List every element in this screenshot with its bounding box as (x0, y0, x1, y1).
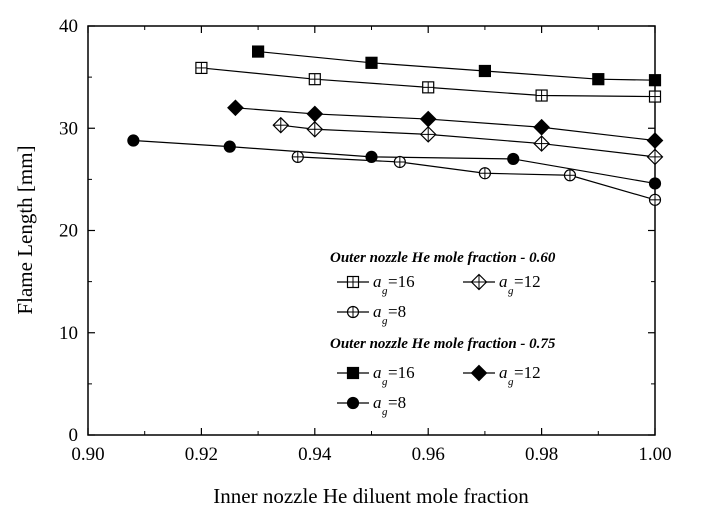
data-point-s3-p4 (648, 74, 662, 87)
plot-area-frame (87, 25, 656, 436)
legend-marker-4-shape (470, 364, 488, 382)
legend-label-subscript: g (382, 376, 388, 388)
legend-label-value: =12 (514, 272, 541, 291)
data-point-s3-p3-shape (592, 73, 605, 86)
legend-marker-0 (346, 275, 360, 289)
legend-group-title: Outer nozzle He mole fraction - 0.60 (330, 250, 556, 266)
data-point-s0-p4 (648, 90, 662, 103)
data-point-s0-p0 (195, 61, 208, 75)
data-point-s3-p3 (592, 73, 605, 86)
x-axis-title: Inner nozzle He diluent mole fraction (213, 484, 529, 508)
series-lines (133, 50, 656, 201)
legend-label-subscript: g (382, 406, 388, 418)
legend-group-title: Outer nozzle He mole fraction - 0.75 (330, 336, 556, 352)
data-point-s0-p2 (422, 81, 435, 94)
x-tick-label: 1.00 (638, 444, 671, 465)
legend-marker-1 (470, 273, 488, 291)
x-tick-label: 0.92 (185, 444, 218, 465)
legend-label-value: =8 (388, 302, 406, 321)
data-point-s1-p1 (306, 120, 324, 138)
data-point-s0-p1 (308, 73, 321, 86)
data-point-s5-p3-shape (507, 152, 520, 166)
x-tick-label: 0.96 (412, 444, 445, 465)
data-point-s4-p1 (306, 105, 324, 123)
data-point-s4-p4 (646, 132, 664, 149)
legend-marker-2 (346, 305, 360, 319)
legend-label-symbol: a (499, 272, 508, 291)
legend-label-symbol: a (373, 302, 382, 321)
data-point-s1-p2 (419, 126, 437, 143)
legend-marker-5 (346, 396, 360, 410)
series-line-2 (297, 156, 656, 201)
y-axis-title: Flame Length [mm] (13, 145, 37, 314)
y-tick-label: 30 (59, 118, 78, 139)
legend-label-subscript: g (382, 285, 388, 297)
legend-label-subscript: g (508, 285, 514, 297)
data-point-s4-p3-shape (533, 118, 550, 136)
data-point-s3-p0 (252, 45, 265, 58)
data-point-s5-p1 (223, 140, 236, 153)
data-point-s2-p1 (393, 155, 406, 169)
data-point-s3-p2 (478, 64, 491, 78)
legend-label-subscript: g (382, 315, 388, 327)
data-point-s3-p0-shape (252, 45, 265, 58)
legend-label-subscript: g (508, 376, 514, 388)
data-point-s1-p0 (272, 116, 290, 134)
data-point-s0-p3 (535, 89, 548, 102)
legend-label-symbol: a (373, 363, 382, 382)
legend-marker-3 (346, 366, 360, 380)
data-point-s5-p2 (365, 150, 378, 163)
legend-marker-3-shape (346, 366, 360, 380)
data-point-s3-p1 (365, 56, 378, 69)
y-tick-label: 40 (59, 16, 78, 37)
data-point-s1-p4 (646, 148, 664, 166)
y-tick-label: 10 (59, 323, 78, 344)
series-line-1 (280, 124, 656, 158)
legend-marker-4 (470, 364, 488, 382)
data-point-s5-p3 (507, 152, 520, 166)
data-point-s4-p0-shape (227, 99, 244, 117)
data-point-s2-p2 (478, 167, 491, 180)
data-point-s1-p3 (533, 135, 550, 152)
y-tick-label: 20 (59, 221, 78, 242)
data-point-s5-p1-shape (223, 140, 236, 153)
data-point-s5-p4-shape (648, 177, 662, 190)
data-point-s4-p1-shape (306, 105, 324, 123)
legend-label-symbol: a (373, 393, 382, 412)
data-point-s3-p1-shape (365, 56, 378, 69)
legend-label-value: =16 (388, 272, 415, 291)
x-tick-label: 0.98 (525, 444, 558, 465)
data-point-s2-p4 (648, 193, 662, 206)
data-point-s5-p0-shape (127, 134, 140, 147)
data-point-s4-p2 (419, 110, 437, 128)
legend-label-value: =8 (388, 393, 406, 412)
data-point-s4-p2-shape (419, 110, 437, 128)
legend-label-symbol: a (499, 363, 508, 382)
data-point-s3-p2-shape (478, 64, 491, 78)
data-point-s4-p3 (533, 118, 550, 136)
data-point-s5-p2-shape (365, 150, 378, 163)
data-point-s3-p4-shape (648, 74, 662, 87)
x-tick-label: 0.90 (71, 444, 104, 465)
data-point-s4-p0 (227, 99, 244, 117)
x-tick-label: 0.94 (298, 444, 332, 465)
axes: 0.90 0.92 0.94 0.96 0.98 1.00 0 10 20 30 40 (59, 16, 672, 465)
legend-label-symbol: a (373, 272, 382, 291)
legend-label-value: =12 (514, 363, 541, 382)
legend-marker-5-shape (346, 396, 360, 410)
legend-label-value: =16 (388, 363, 415, 382)
data-point-s5-p0 (127, 134, 140, 147)
data-point-s2-p0 (291, 150, 304, 163)
series-markers (127, 45, 664, 206)
legend: Outer nozzle He mole fraction - 0.60 Oute… (330, 250, 556, 418)
data-point-s4-p4-shape (646, 132, 664, 149)
y-tick-label: 0 (69, 425, 79, 446)
data-point-s5-p4 (648, 177, 662, 190)
data-point-s2-p3 (563, 169, 577, 182)
